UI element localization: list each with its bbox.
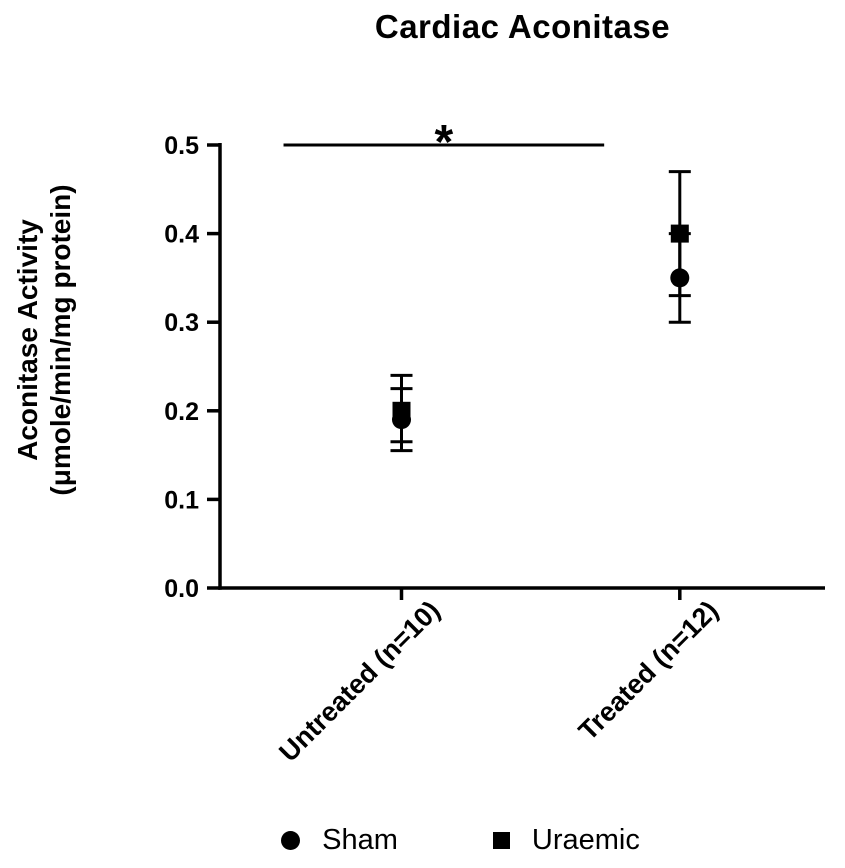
circle-marker-icon [281,831,301,850]
chart-title: Cardiac Aconitase [374,8,671,45]
legend: Sham Uraemic [38,824,845,857]
y-tick-label: 0.5 [164,132,199,160]
legend-item-sham: Sham [281,824,398,857]
legend-label-sham: Sham [322,824,398,856]
significance-star: * [435,116,454,169]
y-tick-label: 0.3 [164,309,199,337]
data-point-square [670,224,689,243]
y-tick-label: 0.1 [164,486,199,514]
x-category-label: Untreated (n=10) [273,595,445,767]
square-marker-icon [492,832,510,849]
x-category-label: Treated (n=12) [573,595,724,746]
data-point-circle [670,268,690,288]
y-tick-label: 0.2 [164,398,199,426]
y-tick-label: 0.0 [164,575,199,603]
y-tick-label: 0.4 [164,221,199,249]
legend-label-uraemic: Uraemic [531,824,640,856]
data-point-square [392,401,411,420]
legend-item-uraemic: Uraemic [492,824,640,857]
